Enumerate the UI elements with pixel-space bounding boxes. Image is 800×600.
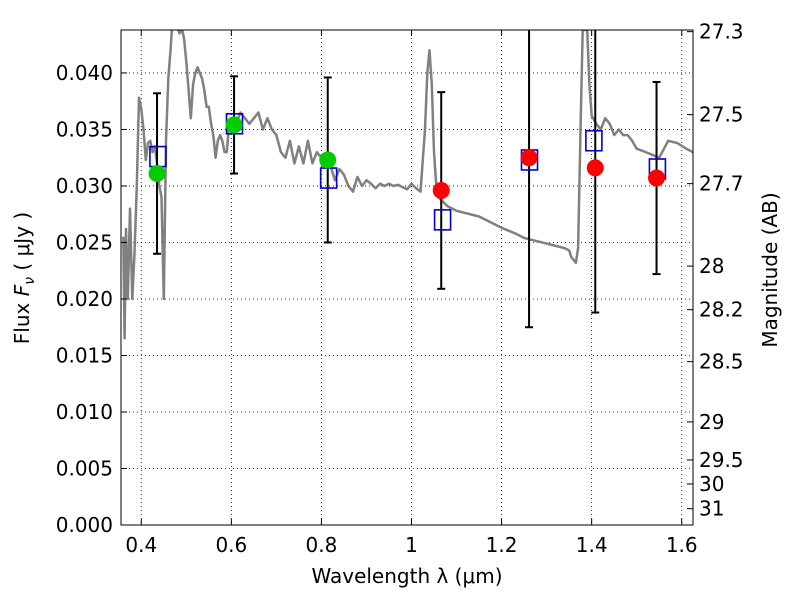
x-tick-label: 1 [405, 533, 418, 557]
y-tick-label: 0.015 [56, 343, 113, 367]
observed-photometry-layer [148, 116, 666, 199]
observed-photometry-point [520, 149, 538, 167]
y2-tick-label: 27.3 [699, 20, 744, 44]
y2-tick-label: 29.5 [699, 448, 744, 472]
x-tick-label: 1.4 [576, 533, 608, 557]
y2-tick-label: 31 [699, 497, 724, 521]
y2-tick-label: 27.7 [699, 172, 744, 196]
y2-tick-label: 28.2 [699, 298, 744, 322]
y-tick-label: 0.020 [56, 287, 113, 311]
x-tick-label: 1.6 [666, 533, 698, 557]
y2-tick-label: 27.5 [699, 103, 744, 127]
y2-tick-label: 28.5 [699, 350, 744, 374]
y-axis-title: Flux Fν ( μJy ) [10, 212, 38, 344]
y2-tick-label: 29 [699, 410, 724, 434]
sed-model-curve-layer [122, 30, 693, 340]
sed-model-curve [122, 30, 693, 340]
y-tick-label: 0.000 [56, 513, 113, 537]
y-axis-title-subscript: ν [22, 277, 38, 285]
observed-photometry-point [432, 181, 450, 199]
y-tick-label: 0.040 [56, 61, 113, 85]
observed-photometry-point [648, 169, 666, 187]
model-photometry-square [585, 129, 603, 152]
y-tick-label: 0.005 [56, 456, 113, 480]
y-axis-title-prefix: Flux [10, 296, 34, 344]
observed-photometry-point [319, 151, 337, 169]
y-tick-label: 0.010 [56, 400, 113, 424]
x-tick-label: 1.2 [486, 533, 518, 557]
y-tick-label: 0.035 [56, 117, 113, 141]
y2-tick-label: 30 [699, 472, 724, 496]
y2-axis-title: Magnitude (AB) [758, 192, 782, 347]
model-photometry-square [433, 209, 452, 231]
y2-tick-label: 28 [699, 254, 724, 278]
y-tick-label: 0.025 [56, 230, 113, 254]
observed-photometry-point [148, 165, 166, 183]
tick-labels: 0.4 0.6 0.8 1 1.2 1.4 1.6 0.000 0.005 0.010 0.015 0… [56, 20, 744, 557]
observed-photometry-point [586, 159, 604, 177]
y-axis-title-suffix: ( μJy ) [10, 212, 34, 277]
y-tick-label: 0.030 [56, 174, 113, 198]
x-tick-label: 0.8 [306, 533, 338, 557]
x-tick-label: 0.4 [125, 533, 157, 557]
y-axis-title-symbol: F [10, 284, 34, 296]
x-axis-title: Wavelength λ (μm) [311, 564, 502, 588]
x-tick-label: 0.6 [215, 533, 247, 557]
axis-ticks [121, 30, 693, 526]
grid [121, 30, 693, 525]
plot-frame [120, 29, 694, 526]
observed-photometry-point [225, 116, 243, 134]
